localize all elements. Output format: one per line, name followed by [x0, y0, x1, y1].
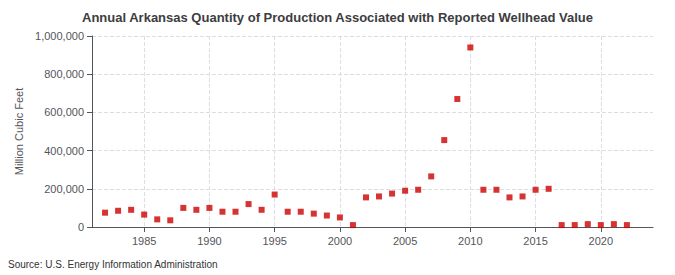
svg-text:1,000,000: 1,000,000: [35, 30, 84, 42]
svg-text:Annual Arkansas Quantity of Pr: Annual Arkansas Quantity of Production A…: [82, 10, 593, 25]
svg-text:400,000: 400,000: [44, 145, 84, 157]
svg-text:200,000: 200,000: [44, 183, 84, 195]
svg-text:2000: 2000: [328, 235, 352, 247]
svg-text:2005: 2005: [393, 235, 417, 247]
svg-text:Source: U.S. Energy Informatio: Source: U.S. Energy Information Administ…: [8, 259, 218, 270]
svg-text:800,000: 800,000: [44, 68, 84, 80]
svg-text:2010: 2010: [458, 235, 482, 247]
svg-text:2015: 2015: [523, 235, 547, 247]
svg-text:1995: 1995: [262, 235, 286, 247]
svg-text:600,000: 600,000: [44, 106, 84, 118]
svg-text:1985: 1985: [132, 235, 156, 247]
svg-text:1990: 1990: [197, 235, 221, 247]
svg-text:0: 0: [78, 221, 84, 233]
svg-text:2020: 2020: [589, 235, 613, 247]
svg-text:Million Cubic Feet: Million Cubic Feet: [13, 88, 25, 175]
